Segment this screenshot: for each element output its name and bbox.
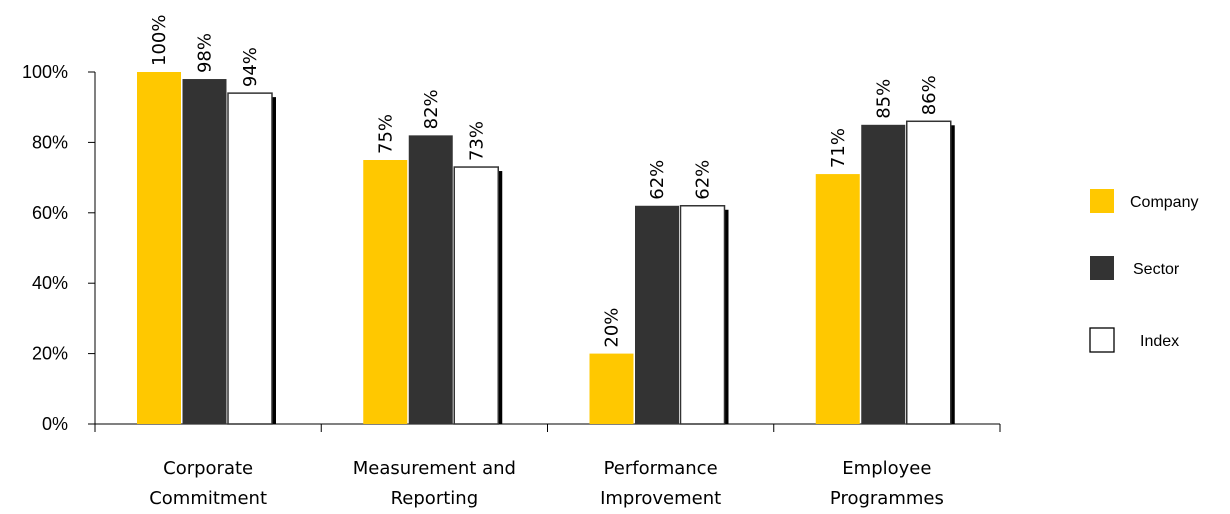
data-label: 62% xyxy=(647,160,668,200)
bar-index xyxy=(906,120,952,425)
y-tick-label: 20% xyxy=(32,344,68,364)
bar-company xyxy=(137,72,181,424)
category-labels: Corporate Commitment Measurement and Report… xyxy=(149,458,944,509)
bar-index xyxy=(453,166,499,425)
bar-company xyxy=(363,160,408,424)
category-label: Performance xyxy=(604,458,718,479)
data-label: 62% xyxy=(693,160,714,200)
category-label: Commitment xyxy=(149,488,267,509)
category-label: Corporate xyxy=(163,458,253,479)
data-label: 73% xyxy=(466,121,487,161)
legend-swatch-index xyxy=(1089,327,1115,353)
y-tick-label: 0% xyxy=(42,414,68,434)
legend-swatch-sector xyxy=(1090,256,1114,280)
legend-label-index: Index xyxy=(1140,333,1179,350)
data-label: 86% xyxy=(919,75,940,115)
y-tick-label: 80% xyxy=(32,132,68,152)
legend-label-company: Company xyxy=(1130,194,1198,211)
category-label: Employee xyxy=(842,458,931,479)
data-label: 98% xyxy=(195,33,216,73)
bar-company xyxy=(815,174,860,424)
legend: Company Sector Index xyxy=(1089,189,1198,353)
bar-sector xyxy=(408,135,453,425)
data-label: 71% xyxy=(828,128,849,168)
bar-sector xyxy=(182,79,227,424)
bar-sector xyxy=(635,205,679,424)
bars xyxy=(137,72,955,425)
bar-sector xyxy=(861,124,906,425)
category-label: Programmes xyxy=(830,488,944,509)
legend-label-sector: Sector xyxy=(1133,261,1180,278)
category-label: Reporting xyxy=(391,488,479,509)
data-labels: 100% 98% 94% 75% 82% 73% 20% 62% 62% 71% 85% 86% xyxy=(149,15,940,348)
bar-index xyxy=(679,205,726,425)
legend-swatch-company xyxy=(1090,189,1114,213)
data-label: 75% xyxy=(375,114,396,154)
y-tick-label: 100% xyxy=(22,62,68,82)
bar-index xyxy=(227,92,273,425)
bar-company xyxy=(589,353,634,424)
category-label: Measurement and xyxy=(353,458,516,479)
data-label: 85% xyxy=(873,79,894,119)
data-label: 20% xyxy=(602,308,623,348)
category-label: Improvement xyxy=(600,488,721,509)
y-tick-label: 60% xyxy=(32,203,68,223)
data-label: 94% xyxy=(240,47,261,87)
data-label: 100% xyxy=(149,15,170,66)
data-label: 82% xyxy=(421,89,442,129)
y-tick-label: 40% xyxy=(32,273,68,293)
